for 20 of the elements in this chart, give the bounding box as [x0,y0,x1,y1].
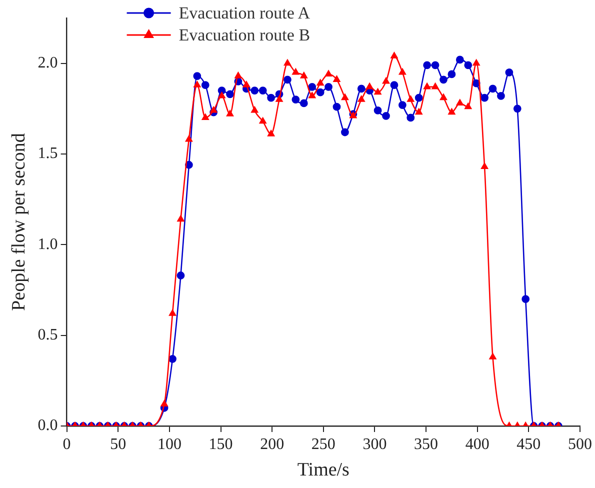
x-tick-label: 150 [208,436,233,453]
y-tick-label: 2.0 [38,54,58,72]
x-tick-label: 200 [260,436,284,453]
x-tick-label: 350 [414,436,438,453]
x-tick-label: 50 [110,436,126,453]
y-axis-title: People flow per second [8,132,30,311]
x-tick-label: 250 [311,436,336,453]
y-tick-label: 1.0 [38,236,58,253]
x-tick-label: 400 [465,436,490,453]
y-tick-label: 0.5 [38,326,58,344]
x-tick-label: 500 [568,436,592,453]
x-axis-title: Time/s [297,460,350,481]
legend-label: Evacuation route A [178,3,311,22]
x-tick-label: 300 [362,436,387,453]
y-tick-label: 1.5 [38,145,58,162]
y-tick-label: 0.0 [38,417,58,434]
x-tick-label: 0 [62,436,71,453]
x-tick-label: 100 [157,436,182,453]
legend-label: Evacuation route B [178,25,310,44]
x-tick-label: 450 [516,436,541,453]
